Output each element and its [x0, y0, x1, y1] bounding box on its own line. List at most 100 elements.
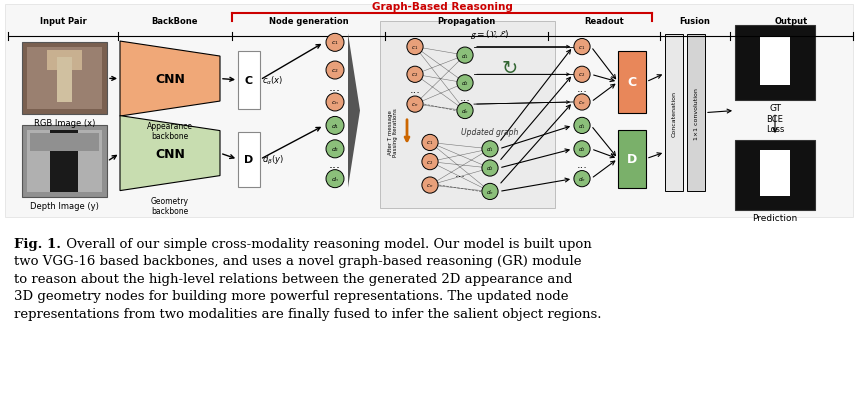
- Bar: [50, 131, 78, 193]
- Polygon shape: [120, 116, 220, 191]
- Text: Propagation: Propagation: [438, 17, 496, 26]
- Text: $d_1$: $d_1$: [486, 145, 494, 154]
- Text: ↻: ↻: [502, 59, 518, 78]
- Text: ...: ...: [455, 169, 465, 179]
- Circle shape: [407, 97, 423, 113]
- Text: $c_1$: $c_1$: [331, 39, 339, 47]
- Circle shape: [326, 34, 344, 52]
- Text: BCE
Loss: BCE Loss: [766, 114, 784, 134]
- Circle shape: [407, 67, 423, 83]
- Text: $c_n$: $c_n$: [331, 99, 339, 107]
- Text: $d_2$: $d_2$: [462, 79, 468, 88]
- Text: Prediction: Prediction: [752, 214, 798, 223]
- Circle shape: [574, 142, 590, 158]
- Text: After T message
Passing Iterations: After T message Passing Iterations: [388, 108, 398, 157]
- Text: $c_1$: $c_1$: [412, 44, 419, 51]
- Bar: [47, 51, 82, 71]
- Text: Geometry
backbone: Geometry backbone: [151, 196, 189, 215]
- Circle shape: [326, 117, 344, 135]
- Polygon shape: [120, 42, 220, 117]
- Text: $d_n$: $d_n$: [486, 188, 494, 196]
- Text: 1×1 convolution: 1×1 convolution: [693, 87, 698, 139]
- Circle shape: [482, 184, 498, 200]
- Text: D: D: [627, 153, 637, 166]
- Text: BackBone: BackBone: [152, 17, 198, 26]
- Circle shape: [422, 135, 438, 151]
- Bar: [618, 130, 646, 188]
- Text: ...: ...: [577, 159, 588, 169]
- Text: two VGG-16 based backbones, and uses a novel graph-based reasoning (GR) module: two VGG-16 based backbones, and uses a n…: [14, 255, 582, 268]
- Text: $c_2$: $c_2$: [331, 67, 339, 75]
- Text: $c_2$: $c_2$: [578, 71, 585, 79]
- Bar: [27, 48, 102, 110]
- Circle shape: [422, 154, 438, 170]
- Text: GT: GT: [769, 104, 781, 113]
- Circle shape: [574, 39, 590, 56]
- Text: $\mathcal{g} = (\mathcal{V}, \mathcal{E})$: $\mathcal{g} = (\mathcal{V}, \mathcal{E}…: [470, 28, 510, 41]
- Text: Depth Image (y): Depth Image (y): [30, 202, 99, 211]
- Text: CNN: CNN: [155, 73, 185, 86]
- Text: $c_2$: $c_2$: [412, 71, 419, 79]
- Text: ...: ...: [329, 80, 341, 93]
- Circle shape: [574, 67, 590, 83]
- Bar: [735, 141, 815, 211]
- Text: $d_n$: $d_n$: [578, 175, 586, 184]
- Circle shape: [326, 62, 344, 80]
- Text: $c_n$: $c_n$: [411, 101, 419, 109]
- Text: CNN: CNN: [155, 147, 185, 160]
- Text: Appearance
backbone: Appearance backbone: [147, 122, 193, 141]
- Circle shape: [326, 140, 344, 158]
- Text: $c_1$: $c_1$: [426, 139, 433, 147]
- Text: representations from two modalities are finally fused to infer the salient objec: representations from two modalities are …: [14, 307, 601, 320]
- Circle shape: [422, 178, 438, 194]
- Bar: [5, 5, 853, 217]
- Bar: [30, 134, 99, 152]
- Circle shape: [457, 103, 473, 119]
- Circle shape: [457, 75, 473, 92]
- Circle shape: [407, 39, 423, 56]
- Text: Updated graph: Updated graph: [462, 128, 519, 137]
- Bar: [665, 35, 683, 192]
- Bar: [760, 151, 790, 197]
- Text: C: C: [627, 76, 637, 89]
- Text: $c_1$: $c_1$: [578, 44, 585, 51]
- Text: 3D geometry nodes for building more powerful representations. The updated node: 3D geometry nodes for building more powe…: [14, 290, 569, 303]
- Circle shape: [574, 95, 590, 111]
- Bar: [760, 38, 790, 86]
- Circle shape: [326, 170, 344, 188]
- Text: Fig. 1.: Fig. 1.: [14, 237, 61, 250]
- Text: $d_2$: $d_2$: [331, 145, 339, 154]
- Text: $d_n$: $d_n$: [331, 175, 339, 184]
- Text: $d_\beta(y)$: $d_\beta(y)$: [262, 153, 284, 166]
- Text: $c_2$: $c_2$: [426, 158, 433, 166]
- Text: Concatenation: Concatenation: [672, 90, 676, 136]
- Circle shape: [574, 118, 590, 134]
- Bar: [380, 22, 555, 209]
- Bar: [238, 132, 260, 187]
- Text: Overall of our simple cross-modality reasoning model. Our model is built upon: Overall of our simple cross-modality rea…: [62, 237, 592, 250]
- Bar: [735, 26, 815, 101]
- Text: ...: ...: [329, 158, 341, 171]
- Text: RGB Image (x): RGB Image (x): [33, 119, 95, 128]
- Text: $d_2$: $d_2$: [578, 145, 586, 154]
- Bar: [22, 126, 107, 198]
- Text: Graph-Based Reasoning: Graph-Based Reasoning: [372, 2, 512, 12]
- Text: $c_n$: $c_n$: [578, 99, 586, 107]
- Bar: [27, 131, 102, 193]
- Bar: [57, 58, 72, 103]
- Text: $d_1$: $d_1$: [331, 122, 339, 131]
- Text: to reason about the high-level relations between the generated 2D appearance and: to reason about the high-level relations…: [14, 272, 572, 285]
- Text: Input Pair: Input Pair: [39, 17, 87, 26]
- Text: ...: ...: [577, 84, 588, 94]
- Polygon shape: [348, 34, 360, 188]
- Circle shape: [574, 171, 590, 187]
- Circle shape: [457, 48, 473, 64]
- Text: Readout: Readout: [584, 17, 624, 26]
- Bar: [687, 35, 705, 192]
- Bar: [238, 52, 260, 109]
- Text: Fusion: Fusion: [680, 17, 710, 26]
- Bar: [22, 43, 107, 115]
- Text: ...: ...: [409, 85, 420, 95]
- Circle shape: [482, 142, 498, 158]
- Text: D: D: [245, 155, 254, 165]
